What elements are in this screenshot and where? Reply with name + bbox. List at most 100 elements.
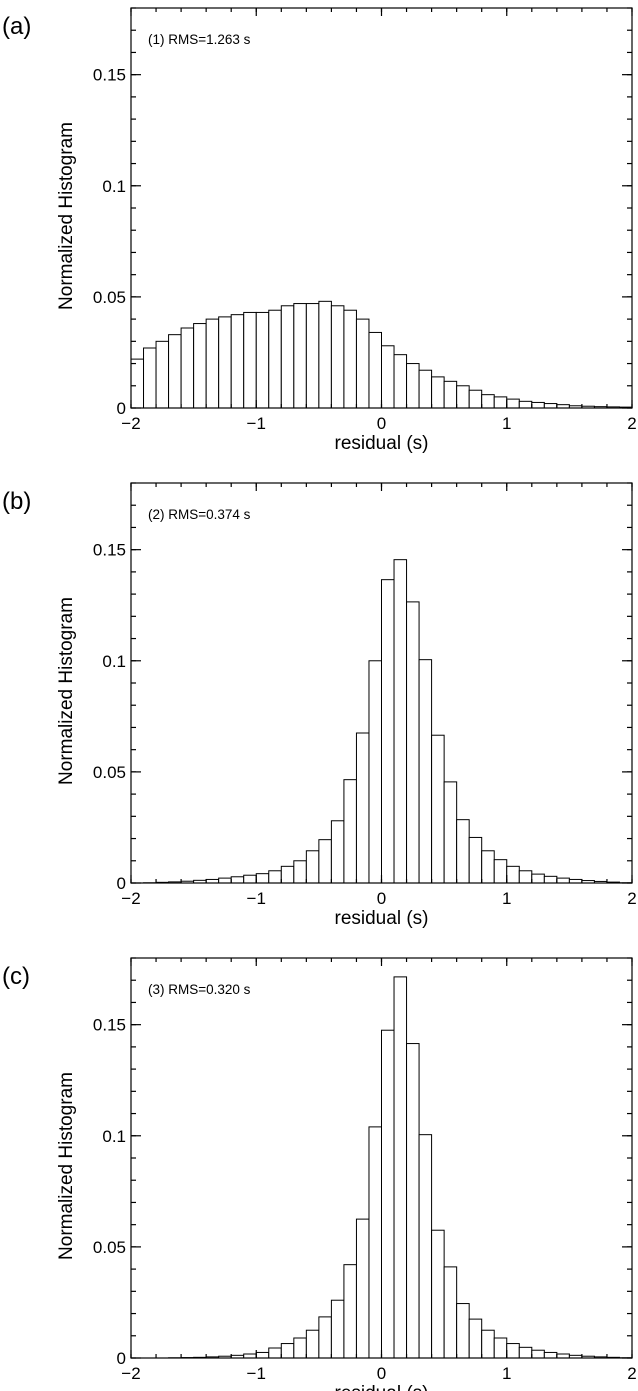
y-axis-label: Normalized Histogram bbox=[56, 1072, 77, 1260]
histogram-bar bbox=[381, 345, 395, 409]
x-tick-label: −1 bbox=[247, 1364, 266, 1383]
y-tick-label: 0 bbox=[117, 399, 126, 418]
y-tick-label: 0.05 bbox=[93, 763, 126, 782]
histogram-bar bbox=[343, 1264, 357, 1359]
y-tick-label: 0.05 bbox=[93, 1238, 126, 1257]
histogram-bar bbox=[418, 369, 433, 409]
rms-annotation: (3) RMS=0.320 s bbox=[148, 982, 251, 997]
histogram-bar bbox=[481, 1329, 495, 1359]
histogram-bar bbox=[280, 1343, 295, 1359]
histogram-bar bbox=[406, 363, 420, 409]
histogram-bar bbox=[305, 850, 320, 884]
y-axis-label: Normalized Histogram bbox=[56, 122, 77, 310]
x-axis-label: residual (s) bbox=[335, 433, 429, 454]
histogram-bar bbox=[456, 385, 470, 409]
histogram-bar bbox=[368, 1126, 383, 1359]
x-tick-label: 0 bbox=[377, 1364, 386, 1383]
histogram-bar bbox=[305, 1329, 320, 1359]
histogram-bar bbox=[393, 976, 408, 1359]
y-tick-label: 0 bbox=[117, 1349, 126, 1368]
histogram-bar bbox=[418, 659, 433, 884]
x-tick-label: 0 bbox=[377, 414, 386, 433]
histogram-bar bbox=[355, 1218, 370, 1359]
histogram-bar bbox=[330, 1299, 345, 1359]
histogram-bar bbox=[443, 781, 458, 884]
histogram-bar bbox=[468, 836, 483, 884]
histogram-bar bbox=[368, 660, 383, 884]
histogram-bar bbox=[243, 311, 257, 409]
histogram-bar bbox=[143, 347, 157, 409]
histogram-bar bbox=[255, 311, 270, 409]
x-axis-label: residual (s) bbox=[335, 1383, 429, 1391]
histogram-bar bbox=[531, 1349, 545, 1359]
x-tick-label: 0 bbox=[377, 889, 386, 908]
histogram-bar bbox=[218, 877, 232, 884]
histogram-bar bbox=[330, 305, 345, 409]
histogram-bar bbox=[418, 1134, 433, 1359]
histogram-bar bbox=[518, 1346, 533, 1359]
histogram-bar bbox=[443, 380, 458, 409]
x-tick-label: 2 bbox=[627, 889, 636, 908]
histogram-bar bbox=[506, 865, 520, 884]
rms-annotation: (2) RMS=0.374 s bbox=[148, 507, 251, 522]
histogram-bar bbox=[318, 839, 332, 884]
histogram-bar bbox=[343, 309, 357, 409]
histogram-bar bbox=[543, 1351, 558, 1359]
histogram-bar bbox=[381, 1029, 395, 1359]
x-tick-label: −1 bbox=[247, 414, 266, 433]
histogram-bar bbox=[443, 1266, 458, 1359]
x-tick-label: −2 bbox=[121, 414, 140, 433]
histogram-bar bbox=[481, 394, 495, 409]
histogram-bar bbox=[293, 1337, 307, 1359]
histogram-bar bbox=[130, 358, 145, 409]
histogram-bar bbox=[481, 850, 495, 884]
histogram-bar bbox=[468, 1318, 483, 1359]
histogram-bar bbox=[243, 874, 257, 884]
histogram-bar bbox=[193, 323, 207, 409]
histogram-bar bbox=[543, 403, 558, 409]
histogram-bar bbox=[318, 300, 332, 409]
x-tick-label: 1 bbox=[502, 889, 511, 908]
histogram-bar bbox=[468, 389, 483, 409]
histogram-bar bbox=[531, 401, 545, 409]
histogram-bar bbox=[393, 354, 408, 409]
histogram-bar bbox=[168, 334, 182, 409]
histogram-bar bbox=[431, 734, 445, 884]
histogram-bar bbox=[255, 1351, 270, 1359]
histogram-bar bbox=[268, 870, 282, 884]
histogram-bar bbox=[343, 779, 357, 884]
histogram-bar bbox=[293, 860, 307, 884]
y-axis-label: Normalized Histogram bbox=[56, 597, 77, 785]
histogram-bar bbox=[268, 309, 282, 409]
histogram-bar bbox=[180, 327, 195, 409]
histogram-bar bbox=[506, 398, 520, 409]
histogram-bar bbox=[406, 1043, 420, 1359]
histogram-bar bbox=[393, 559, 408, 884]
x-tick-label: −1 bbox=[247, 889, 266, 908]
histogram-bar bbox=[506, 1343, 520, 1359]
chart-panel-c: −2 −1 0 1 2 0 0.05 0.1 0.15 (3) RMS=0.320 s residu… bbox=[2, 957, 637, 1391]
chart-panel-a: −2 −1 0 1 2 0 0.05 0.1 0.15 (1) RMS=1.263 s residu… bbox=[2, 7, 637, 454]
histogram-bar bbox=[355, 318, 370, 409]
histogram-bar bbox=[280, 305, 295, 409]
y-tick-label: 0.15 bbox=[93, 1016, 126, 1035]
histogram-bar bbox=[218, 316, 232, 409]
histogram-bar bbox=[330, 820, 345, 884]
panel-label: (b) bbox=[2, 488, 31, 515]
histogram-bar bbox=[493, 859, 508, 884]
histogram-bar bbox=[431, 376, 445, 409]
x-tick-label: 2 bbox=[627, 414, 636, 433]
y-tick-label: 0.1 bbox=[102, 177, 126, 196]
y-tick-label: 0.15 bbox=[93, 66, 126, 85]
x-axis-label: residual (s) bbox=[335, 908, 429, 929]
histogram-bar bbox=[230, 314, 245, 409]
y-tick-label: 0.05 bbox=[93, 288, 126, 307]
histogram-bar bbox=[456, 819, 470, 884]
x-tick-label: −2 bbox=[121, 889, 140, 908]
histogram-bar bbox=[431, 1229, 445, 1359]
histogram-bar bbox=[381, 579, 395, 884]
y-tick-label: 0 bbox=[117, 874, 126, 893]
histogram-bar bbox=[205, 318, 220, 409]
rms-annotation: (1) RMS=1.263 s bbox=[148, 32, 251, 47]
histogram-bar bbox=[493, 396, 508, 409]
